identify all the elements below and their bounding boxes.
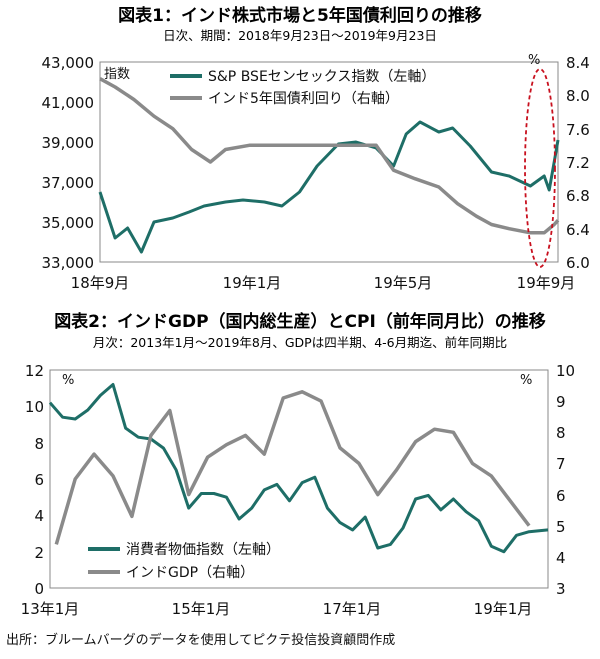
chart1-xtick: 19年9月	[517, 274, 576, 292]
chart1-ytick-left: 35,000	[42, 214, 95, 232]
chart1-series-sensex	[98, 120, 560, 254]
chart1-right-unit: %	[528, 53, 540, 68]
chart1-xtick: 19年5月	[374, 274, 433, 292]
chart2-ytick-right: 4	[556, 549, 566, 567]
chart1-right-axis-ticks: 8.4 8.0 7.6 7.2 6.8 6.4 6.0	[566, 54, 590, 272]
chart2-ytick-right: 3	[556, 580, 566, 598]
chart1-ytick-right: 6.0	[566, 254, 590, 272]
chart1-legend-label-yield: インド5年国債利回り（右軸）	[208, 91, 399, 107]
chart2-ytick-right: 5	[556, 518, 566, 536]
chart2-xtick: 13年1月	[21, 600, 80, 618]
chart2-xtick: 15年1月	[172, 600, 231, 618]
chart2-left-axis-ticks: 12 10 8 6 4 2 0	[25, 362, 44, 598]
chart2-plot-frame	[49, 369, 549, 589]
chart2-subtitle: 月次：2013年1月～2019年8月、GDPは四半期、4-6月期迄、前年同期比	[93, 335, 507, 350]
chart2-left-unit: %	[62, 373, 74, 388]
chart2-ytick-right: 9	[556, 393, 566, 411]
chart1-ytick-right: 6.4	[566, 221, 590, 239]
chart1-ytick-left: 39,000	[42, 134, 95, 152]
chart2-ytick-left: 8	[34, 435, 44, 453]
chart1-ytick-left: 43,000	[42, 54, 95, 72]
chart2-ytick-left: 4	[34, 507, 44, 525]
chart1-ytick-right: 7.2	[566, 154, 590, 172]
chart1-ytick-left: 37,000	[42, 174, 95, 192]
chart2-ytick-right: 7	[556, 455, 566, 473]
chart1-highlight-ellipse	[524, 68, 556, 268]
chart1-xtick: 19年1月	[223, 274, 282, 292]
source-note: 出所：ブルームバーグのデータを使用してピクテ投信投資顧問作成	[6, 632, 395, 648]
chart2-legend-label-gdp: インドGDP（右軸）	[126, 565, 254, 581]
chart2-ytick-right: 10	[556, 362, 575, 380]
chart2-ytick-left: 10	[25, 398, 44, 416]
chart2-ytick-left: 0	[34, 580, 44, 598]
chart1-plot-frame	[99, 61, 559, 263]
chart2-ytick-left: 6	[34, 471, 44, 489]
chart2-legend: 消費者物価指数（左軸） インドGDP（右軸）	[88, 542, 280, 581]
chart2-title: 図表2：インドGDP（国内総生産）とCPI（前年同月比）の推移	[54, 311, 546, 332]
chart2-xtick: 17年1月	[323, 600, 382, 618]
chart2-series-gdp	[54, 390, 531, 545]
chart1-legend-label-sensex: S&P BSEセンセックス指数（左軸）	[208, 69, 435, 85]
chart2-legend-label-cpi: 消費者物価指数（左軸）	[126, 542, 280, 558]
chart2-xtick: 19年1月	[474, 600, 533, 618]
chart1-xtick: 18年9月	[71, 274, 130, 292]
chart1-ytick-right: 8.4	[566, 54, 590, 72]
chart2-ytick-right: 6	[556, 487, 566, 505]
chart1-subtitle: 日次、期間：2018年9月23日～2019年9月23日	[163, 28, 437, 43]
chart1-title: 図表1：インド株式市場と5年国債利回りの推移	[118, 5, 482, 26]
chart1-legend: S&P BSEセンセックス指数（左軸） インド5年国債利回り（右軸）	[170, 69, 435, 107]
chart2-ytick-left: 12	[25, 362, 44, 380]
chart2-series-cpi	[48, 383, 549, 554]
chart2-ytick-right: 8	[556, 424, 566, 442]
chart1-ytick-right: 7.6	[566, 121, 590, 139]
chart1-left-axis-ticks: 43,000 41,000 39,000 37,000 35,000 33,00…	[42, 54, 95, 272]
chart1-ytick-left: 33,000	[42, 254, 95, 272]
chart2-ytick-left: 2	[34, 544, 44, 562]
chart1-left-unit: 指数	[104, 67, 130, 82]
chart1-x-axis-ticks: 18年9月 19年1月 19年5月 19年9月	[71, 274, 576, 292]
chart1-ytick-left: 41,000	[42, 94, 95, 112]
chart1-ytick-right: 6.8	[566, 187, 590, 205]
chart1-ytick-right: 8.0	[566, 87, 590, 105]
chart2-right-unit: %	[520, 373, 532, 388]
chart1-series-yield	[99, 77, 560, 235]
chart2-right-axis-ticks: 10 9 8 7 6 5 4 3	[556, 362, 575, 598]
chart2-x-axis-ticks: 13年1月 15年1月 17年1月 19年1月	[21, 600, 533, 618]
